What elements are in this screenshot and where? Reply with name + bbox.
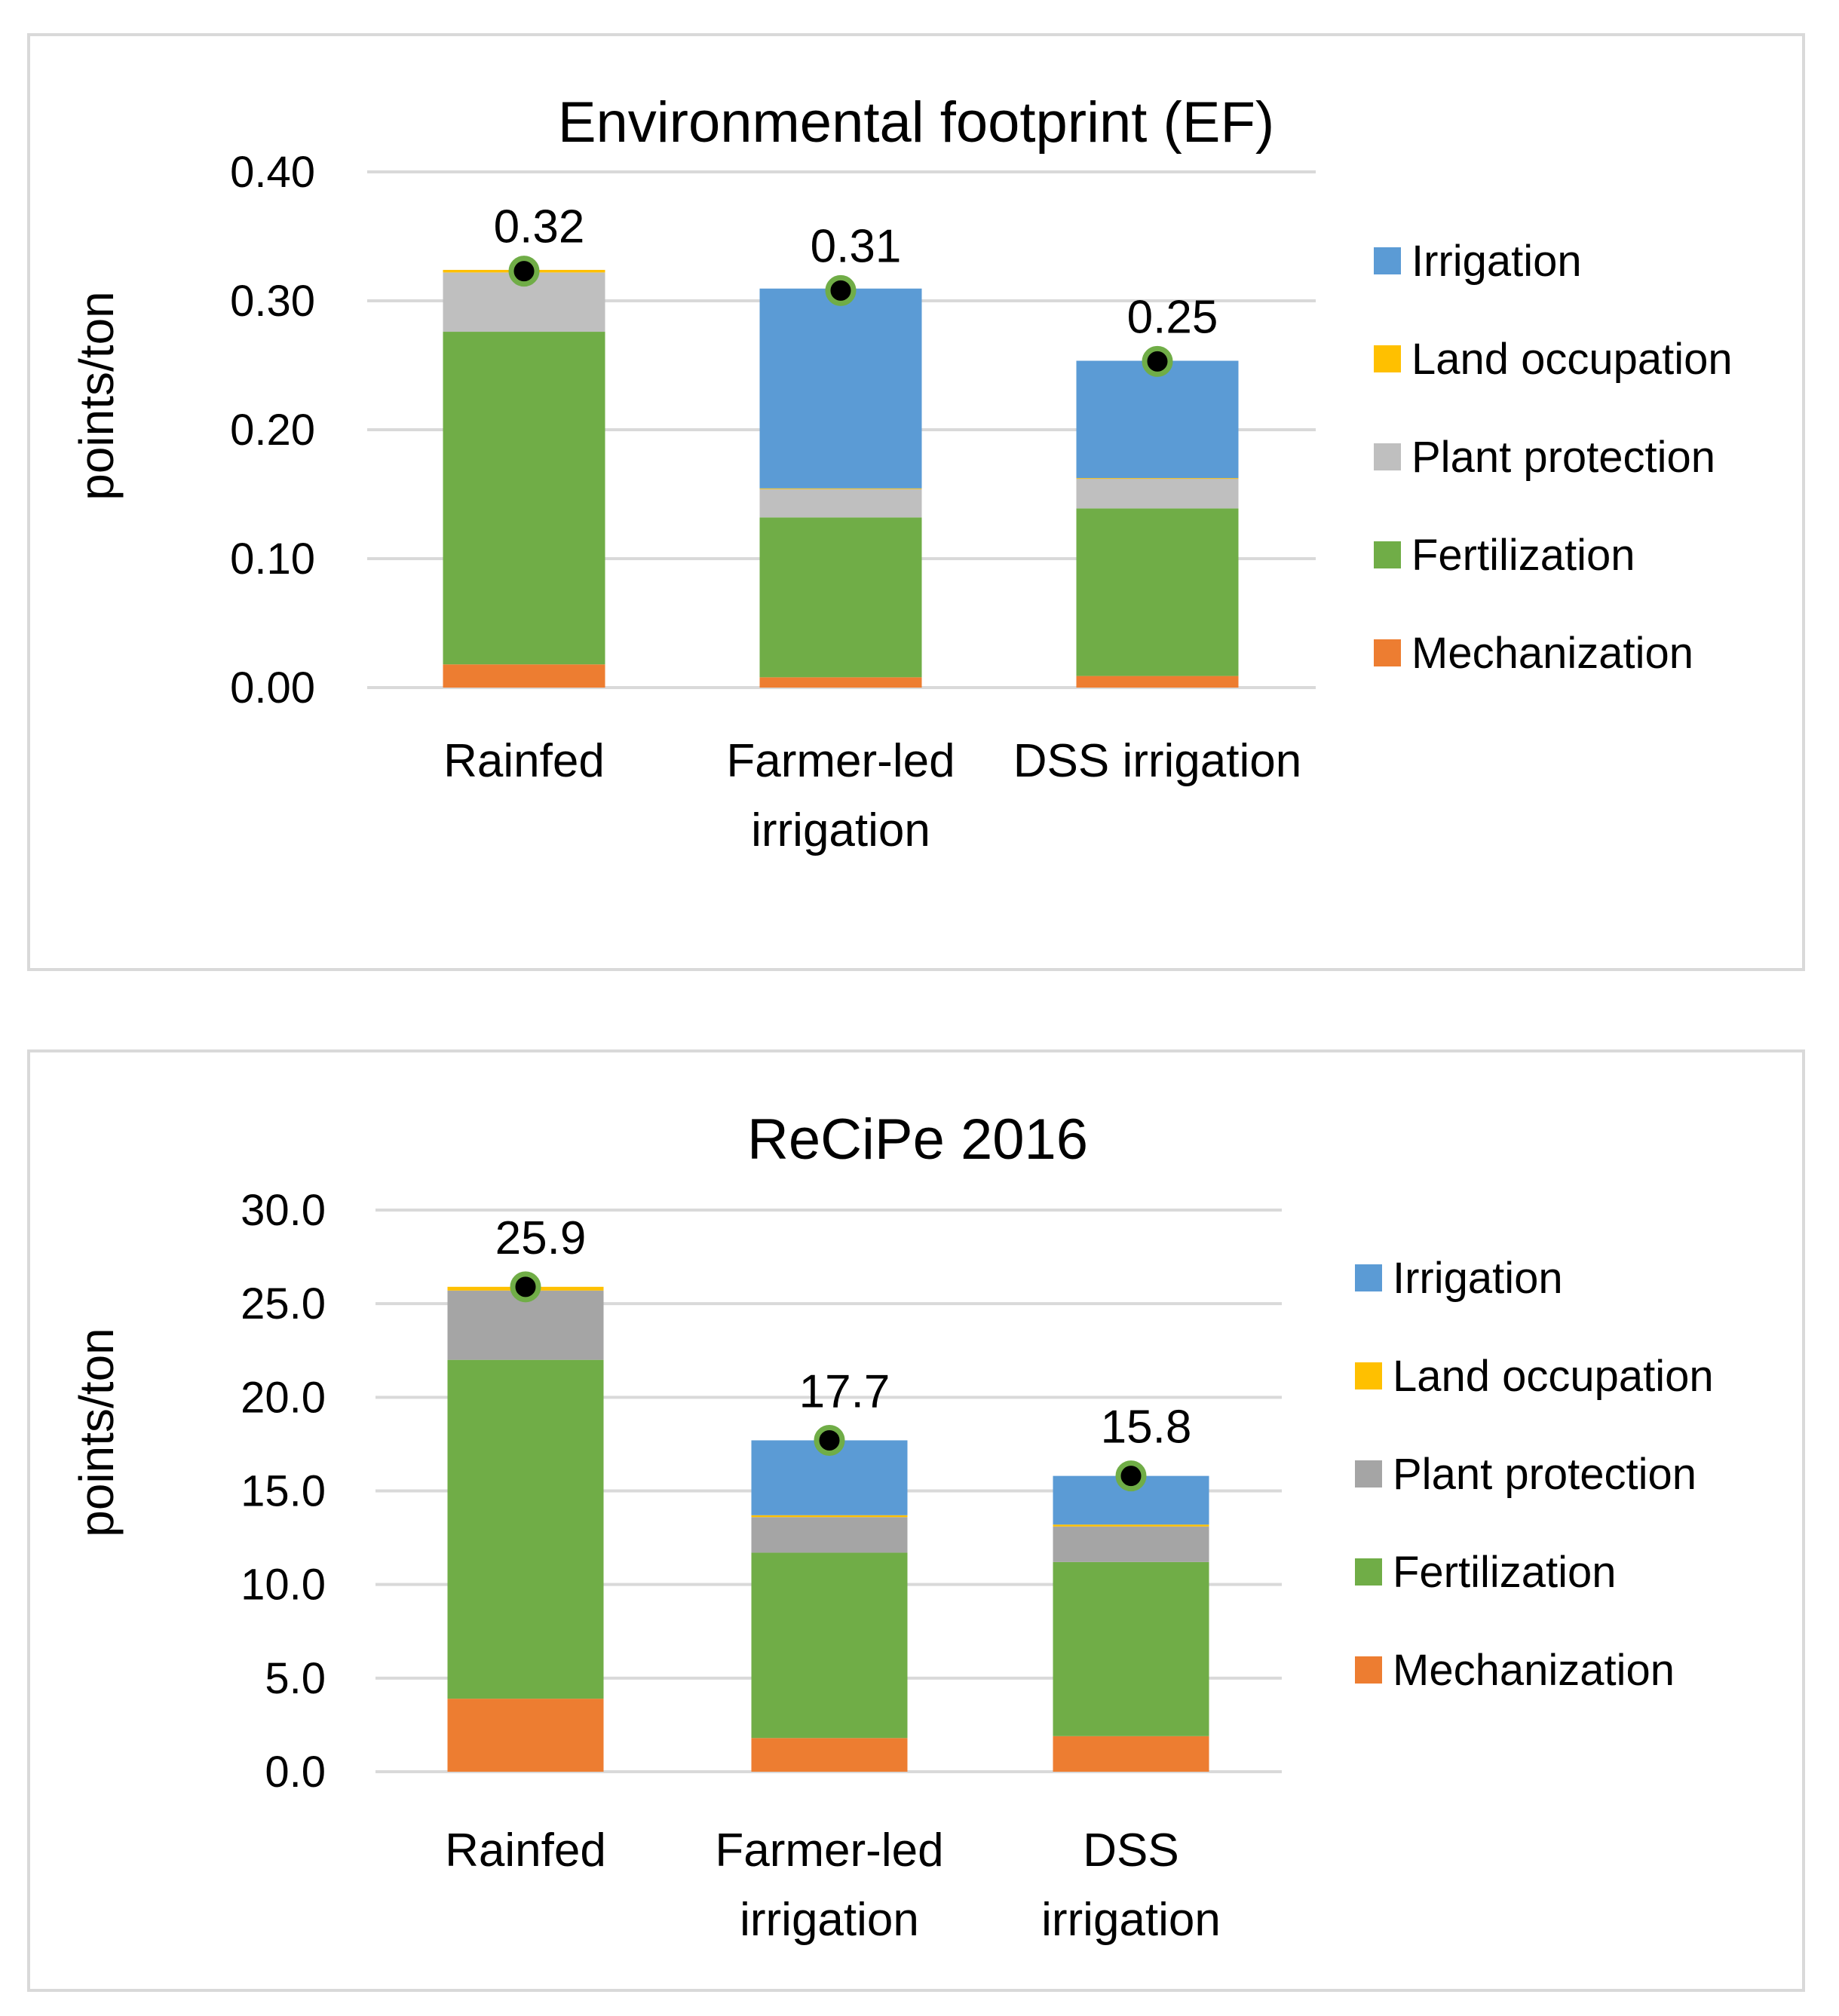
total-data-label: 17.7 xyxy=(799,1365,890,1417)
y-tick-label: 30.0 xyxy=(241,1186,326,1235)
x-category-label: Farmer-led xyxy=(715,1825,943,1877)
legend-swatch xyxy=(1355,1362,1382,1389)
total-marker xyxy=(508,256,540,287)
y-tick-label: 0.0 xyxy=(265,1748,326,1797)
legend-swatch xyxy=(1374,443,1401,470)
legend-label: Fertilization xyxy=(1393,1548,1617,1597)
bar-segment-plant-protection xyxy=(1053,1526,1209,1562)
bar-segment-mechanization xyxy=(1076,676,1239,688)
bar-segment-mechanization xyxy=(759,677,922,688)
legend-swatch xyxy=(1374,345,1401,372)
legend-swatch xyxy=(1355,1460,1382,1487)
legend-swatch xyxy=(1374,541,1401,568)
y-axis-label: points/ton xyxy=(69,1328,124,1537)
chart-title: ReCiPe 2016 xyxy=(747,1108,1088,1172)
chart-1: Environmental footprint (EF) 0.00 0.10 0.20… xyxy=(69,90,1733,856)
x-category-label: Rainfed xyxy=(443,735,605,787)
legend-swatch xyxy=(1355,1656,1382,1684)
total-marker xyxy=(510,1271,541,1303)
legend-label: Irrigation xyxy=(1411,237,1582,286)
legend-swatch xyxy=(1374,639,1401,666)
x-category-label: irrigation xyxy=(751,804,930,856)
total-marker xyxy=(825,274,857,306)
legend-swatch xyxy=(1355,1264,1382,1291)
bar-segment-land-occupation xyxy=(1053,1524,1209,1527)
chart-title: Environmental footprint (EF) xyxy=(558,90,1274,155)
legend-label: Land occupation xyxy=(1411,335,1733,384)
bar-segment-mechanization xyxy=(751,1738,908,1772)
x-category-label: DSS irrigation xyxy=(1013,735,1301,787)
legend-label: Land occupation xyxy=(1393,1352,1714,1401)
x-category-label: Rainfed xyxy=(445,1825,606,1877)
bar-segment-plant-protection xyxy=(751,1517,908,1553)
total-marker xyxy=(1115,1460,1147,1492)
y-tick-label: 25.0 xyxy=(241,1279,326,1328)
y-axis-label: points/ton xyxy=(69,291,124,501)
bar-segment-fertilization xyxy=(759,517,922,678)
total-data-label: 25.9 xyxy=(495,1212,587,1264)
bar-segment-plant-protection xyxy=(1076,478,1239,509)
y-tick-label: 15.0 xyxy=(241,1467,326,1516)
legend-swatch xyxy=(1355,1558,1382,1586)
x-category-label: irrigation xyxy=(1041,1894,1221,1946)
y-tick-label: 0.20 xyxy=(230,406,315,455)
bar-segment-land-occupation xyxy=(1076,478,1239,479)
y-tick-label: 0.40 xyxy=(230,148,315,197)
y-tick-label: 0.30 xyxy=(230,277,315,326)
bar-segment-irrigation xyxy=(759,288,922,489)
total-data-label: 0.25 xyxy=(1127,291,1218,343)
bar-segment-plant-protection xyxy=(759,489,922,518)
bar-segment-fertilization xyxy=(443,332,605,665)
bar-segment-mechanization xyxy=(443,664,605,688)
total-data-label: 0.31 xyxy=(811,220,902,272)
y-tick-label: 0.00 xyxy=(230,663,315,712)
bar-segment-irrigation xyxy=(1076,360,1239,479)
y-tick-label: 20.0 xyxy=(241,1373,326,1422)
y-tick-label: 10.0 xyxy=(241,1561,326,1610)
total-marker xyxy=(1142,345,1173,377)
y-tick-label: 5.0 xyxy=(265,1654,326,1703)
legend-label: Irrigation xyxy=(1393,1254,1563,1303)
legend-label: Fertilization xyxy=(1411,531,1635,580)
bar-segment-mechanization xyxy=(447,1699,604,1772)
bar-segment-mechanization xyxy=(1053,1736,1209,1772)
total-marker xyxy=(814,1424,845,1456)
legend-label: Mechanization xyxy=(1411,629,1693,678)
legend-swatch xyxy=(1374,247,1401,274)
x-category-label: Farmer-led xyxy=(726,735,955,787)
total-data-label: 0.32 xyxy=(494,201,585,253)
legend-label: Mechanization xyxy=(1393,1646,1675,1695)
bar-segment-fertilization xyxy=(751,1552,908,1739)
y-tick-label: 0.10 xyxy=(230,535,315,584)
x-category-label: irrigation xyxy=(740,1894,919,1946)
bar-segment-fertilization xyxy=(447,1359,604,1699)
total-data-label: 15.8 xyxy=(1101,1402,1192,1454)
x-category-label: DSS xyxy=(1083,1825,1178,1877)
legend-label: Plant protection xyxy=(1411,433,1715,482)
bar-segment-fertilization xyxy=(1053,1561,1209,1736)
bar-segment-land-occupation xyxy=(751,1515,908,1518)
legend-label: Plant protection xyxy=(1393,1450,1696,1499)
bar-segment-fertilization xyxy=(1076,508,1239,676)
recipe-chart-panel xyxy=(27,1049,1805,1992)
chart-2: ReCiPe 2016 0.0 5.0 10.0 15.0 20.0 25.0 30.0 poi… xyxy=(69,1108,1714,1946)
